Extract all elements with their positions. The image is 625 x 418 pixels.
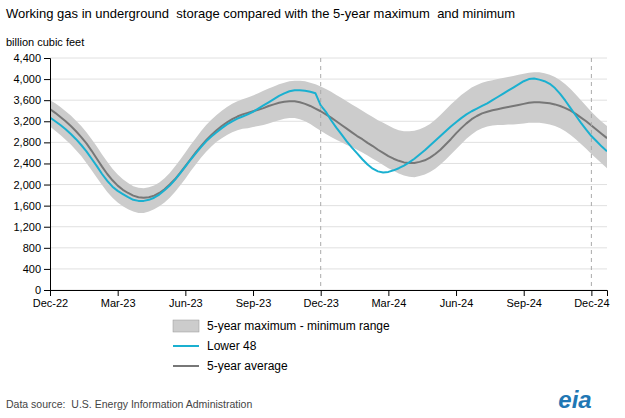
grid-line bbox=[50, 247, 607, 248]
y-tick-mark bbox=[44, 163, 50, 164]
y-tick-label: 2,800 bbox=[13, 136, 41, 148]
y-tick-label: 3,600 bbox=[13, 94, 41, 106]
grid bbox=[50, 58, 607, 290]
x-tick: Mar-23 bbox=[101, 290, 136, 309]
x-tick-mark bbox=[591, 290, 592, 296]
y-axis: 0 400 800 1,200 1,600 2,000 2,400 2,800 3,200 3,6… bbox=[13, 52, 50, 296]
x-tick: Mar-24 bbox=[371, 290, 406, 309]
y-tick-mark bbox=[44, 142, 50, 143]
x-tick-label: Sep-23 bbox=[236, 297, 271, 309]
logo: eia bbox=[558, 386, 591, 413]
y-axis-label: billion cubic feet bbox=[6, 36, 84, 48]
legend-swatch bbox=[173, 320, 199, 332]
marks bbox=[50, 58, 607, 290]
x-tick-label: Mar-23 bbox=[101, 297, 136, 309]
x-tick-mark bbox=[253, 290, 254, 296]
y-tick: 0 bbox=[35, 284, 50, 296]
x-tick: Jun-24 bbox=[440, 290, 474, 309]
x-tick-mark bbox=[118, 290, 119, 296]
x-tick-label: Jun-24 bbox=[440, 297, 474, 309]
x-tick-label: Mar-24 bbox=[371, 297, 406, 309]
x-tick-label: Dec-23 bbox=[303, 297, 338, 309]
source: Data source: U.S. Energy Information Adm… bbox=[6, 398, 252, 410]
x-tick-label: Sep-24 bbox=[506, 297, 541, 309]
y-tick-mark bbox=[44, 121, 50, 122]
x-tick-mark bbox=[524, 290, 525, 296]
range-band bbox=[50, 72, 607, 213]
y-tick-mark bbox=[44, 79, 50, 80]
year-boundary bbox=[591, 58, 592, 290]
y-tick-mark bbox=[44, 100, 50, 101]
y-tick-mark bbox=[44, 227, 50, 228]
y-tick: 1,200 bbox=[13, 221, 50, 233]
grid-line bbox=[50, 58, 607, 59]
y-tick: 3,200 bbox=[13, 115, 50, 127]
y-tick: 1,600 bbox=[13, 200, 50, 212]
y-tick-mark bbox=[44, 58, 50, 59]
y-tick: 3,600 bbox=[13, 94, 50, 106]
x-tick-label: Dec-24 bbox=[574, 297, 609, 309]
grid-line bbox=[50, 163, 607, 164]
legend-label: Lower 48 bbox=[207, 339, 257, 353]
y-axis-line bbox=[44, 59, 51, 291]
x-tick-label: Dec-22 bbox=[33, 297, 68, 309]
y-tick-label: 2,000 bbox=[13, 179, 41, 191]
y-tick: 400 bbox=[23, 263, 50, 275]
grid-line bbox=[50, 184, 607, 185]
y-tick: 2,400 bbox=[13, 157, 50, 169]
y-tick: 2,800 bbox=[13, 136, 50, 148]
title: Working gas in underground storage compa… bbox=[6, 6, 515, 21]
x-axis-line bbox=[51, 291, 608, 297]
y-tick-label: 3,200 bbox=[13, 115, 41, 127]
x-tick: Jun-23 bbox=[169, 290, 203, 309]
y-tick-mark bbox=[44, 185, 50, 186]
y-tick: 800 bbox=[23, 242, 50, 254]
x-tick: Dec-23 bbox=[303, 290, 338, 309]
legend-label: 5-year average bbox=[207, 359, 288, 373]
y-tick-label: 4,000 bbox=[13, 73, 41, 85]
x-tick: Sep-23 bbox=[236, 290, 271, 309]
x-tick-mark bbox=[185, 290, 186, 296]
year-boundary bbox=[320, 58, 321, 290]
legend: 5-year maximum - minimum range Lower 48 5-… bbox=[173, 319, 390, 373]
x-tick-mark bbox=[321, 290, 322, 296]
y-tick-label: 400 bbox=[23, 263, 41, 275]
legend-item: 5-year maximum - minimum range bbox=[173, 319, 390, 333]
plot: Dec-22 Mar-23 Jun-23 Sep-23 Dec-23 Mar-24 Jun-… bbox=[13, 52, 609, 309]
legend-swatch bbox=[173, 345, 199, 347]
y-tick: 4,000 bbox=[13, 73, 50, 85]
y-tick-mark bbox=[44, 290, 50, 291]
y-tick-label: 1,600 bbox=[13, 200, 41, 212]
y-tick-label: 4,400 bbox=[13, 52, 41, 64]
x-tick: Sep-24 bbox=[506, 290, 541, 309]
y-tick-label: 1,200 bbox=[13, 221, 41, 233]
chart: Working gas in underground storage compa… bbox=[0, 0, 625, 418]
x-tick: Dec-24 bbox=[574, 290, 609, 309]
series-line bbox=[50, 79, 607, 201]
x-axis: Dec-22 Mar-23 Jun-23 Sep-23 Dec-23 Mar-24 Jun-… bbox=[33, 290, 610, 309]
y-tick-mark bbox=[44, 206, 50, 207]
legend-item: Lower 48 bbox=[173, 339, 257, 353]
x-tick-mark bbox=[456, 290, 457, 296]
x-tick-label: Jun-23 bbox=[169, 297, 203, 309]
x-tick-mark bbox=[388, 290, 389, 296]
legend-item: 5-year average bbox=[173, 359, 288, 373]
y-tick-label: 2,400 bbox=[13, 157, 41, 169]
legend-label: 5-year maximum - minimum range bbox=[207, 319, 390, 333]
y-tick-mark bbox=[44, 269, 50, 270]
y-tick-label: 0 bbox=[35, 284, 41, 296]
grid-line bbox=[50, 226, 607, 227]
grid-line bbox=[50, 268, 607, 269]
legend-swatch bbox=[173, 365, 199, 367]
grid-line bbox=[50, 142, 607, 143]
y-tick-label: 800 bbox=[23, 242, 41, 254]
y-tick-mark bbox=[44, 248, 50, 249]
y-tick: 4,400 bbox=[13, 52, 50, 64]
y-tick: 2,000 bbox=[13, 179, 50, 191]
